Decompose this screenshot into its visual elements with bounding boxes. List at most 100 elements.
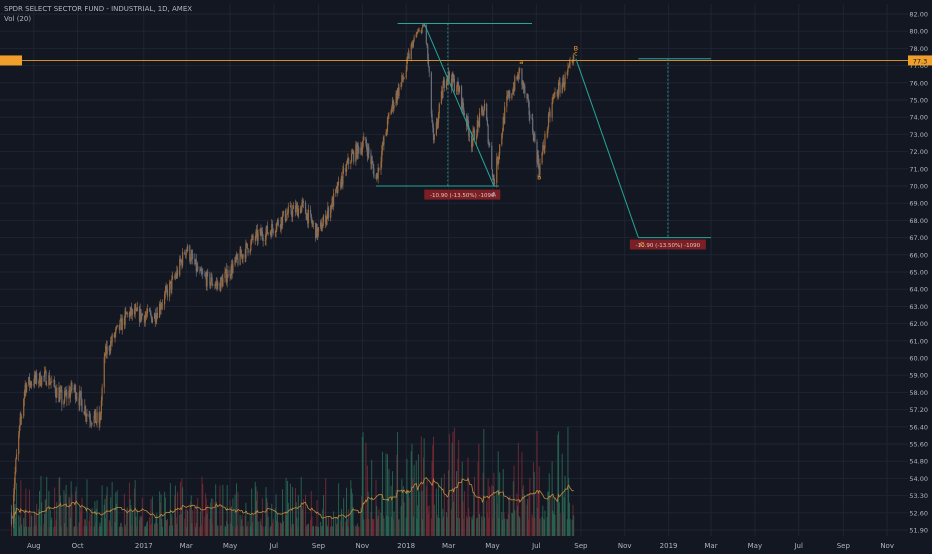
volume-bar [129,499,131,536]
candle-body [511,93,513,99]
y-tick-label: 69.00 [909,200,928,208]
volume-bar [343,497,345,536]
current-price-label: 77.3 [913,57,927,65]
volume-bar [479,513,481,536]
candle-body [125,312,128,315]
candle-body [146,308,148,315]
volume-bar [182,487,184,536]
volume-bar [542,505,544,536]
candle-body [433,134,435,141]
volume-bar [71,494,73,536]
volume-bar [402,498,404,536]
candle-body [467,116,469,127]
volume-bar [212,498,214,536]
volume-bar [83,525,85,536]
candle-body [478,121,480,127]
volume-bar [101,485,103,536]
volume-bar [316,500,318,536]
volume-bar [456,517,458,536]
candle-body [256,229,258,232]
candle-body [105,345,107,356]
volume-bar [241,514,243,536]
volume-bar [330,526,332,536]
x-tick-label: Nov [618,542,632,550]
volume-bar [34,511,36,536]
volume-bar [543,519,545,536]
candle-body [427,45,429,59]
volume-bar [305,494,307,536]
candle-body [312,223,314,225]
wave-label: c [574,50,578,58]
volume-bar [114,521,116,536]
volume-bar [267,516,269,536]
volume-bar [477,461,479,536]
chart-title: SPDR SELECT SECTOR FUND - INDUSTRIAL, 1D… [4,5,193,13]
candle-body [60,390,62,391]
volume-bar [528,493,530,536]
candle-body [43,376,45,377]
volume-bar [496,504,498,536]
candle-body [325,219,327,225]
candle-body [431,113,433,123]
candle-body [276,222,278,230]
volume-bar [302,509,304,536]
volume-bar [172,525,174,536]
volume-bar [556,502,558,536]
candle-body [222,278,224,287]
volume-bar [360,507,362,536]
y-tick-label: 80.00 [909,28,928,36]
volume-bar [221,505,223,536]
volume-bar [70,481,72,536]
volume-bar [391,516,393,536]
candle-body [140,309,142,320]
volume-bar [234,494,236,536]
volume-bar [13,506,15,536]
candle-body [292,209,294,217]
candle-body [422,24,425,27]
candle-body [191,253,193,255]
volume-bar [144,525,146,536]
candle-body [164,290,166,294]
volume-bar [463,519,465,536]
candle-body [336,186,338,193]
candle-body [422,24,424,28]
candle-body [70,382,72,391]
candle-body [340,176,343,188]
candle-body [48,375,50,385]
volume-bar [222,484,224,536]
volume-bar [337,517,339,536]
volume-bar [543,519,545,536]
candle-body [413,37,415,41]
candle-body [341,176,343,185]
volume-bar [484,517,486,536]
candle-body [537,155,539,163]
candle-body [100,414,102,417]
volume-bar [512,513,514,536]
volume-bar [417,454,419,536]
candle-body [231,264,233,273]
volume-bar [214,502,216,536]
candle-body [109,350,111,352]
candle-body [150,312,152,316]
candle-body [487,125,489,144]
volume-bar [416,518,418,536]
candle-body [458,86,460,93]
volume-bar [328,516,330,536]
candle-body [289,205,292,207]
candle-body [176,270,179,276]
volume-bar [220,525,222,536]
volume-bar [200,524,202,536]
x-tick-label: Mar [704,542,717,550]
volume-bar [99,522,101,536]
volume-bar [194,506,196,536]
volume-bar [246,526,248,536]
candle-body [524,85,526,94]
volume-bar [487,478,489,536]
volume-bar [411,443,413,536]
candle-body [360,147,362,154]
volume-bar [294,487,296,536]
candle-body [13,494,15,524]
